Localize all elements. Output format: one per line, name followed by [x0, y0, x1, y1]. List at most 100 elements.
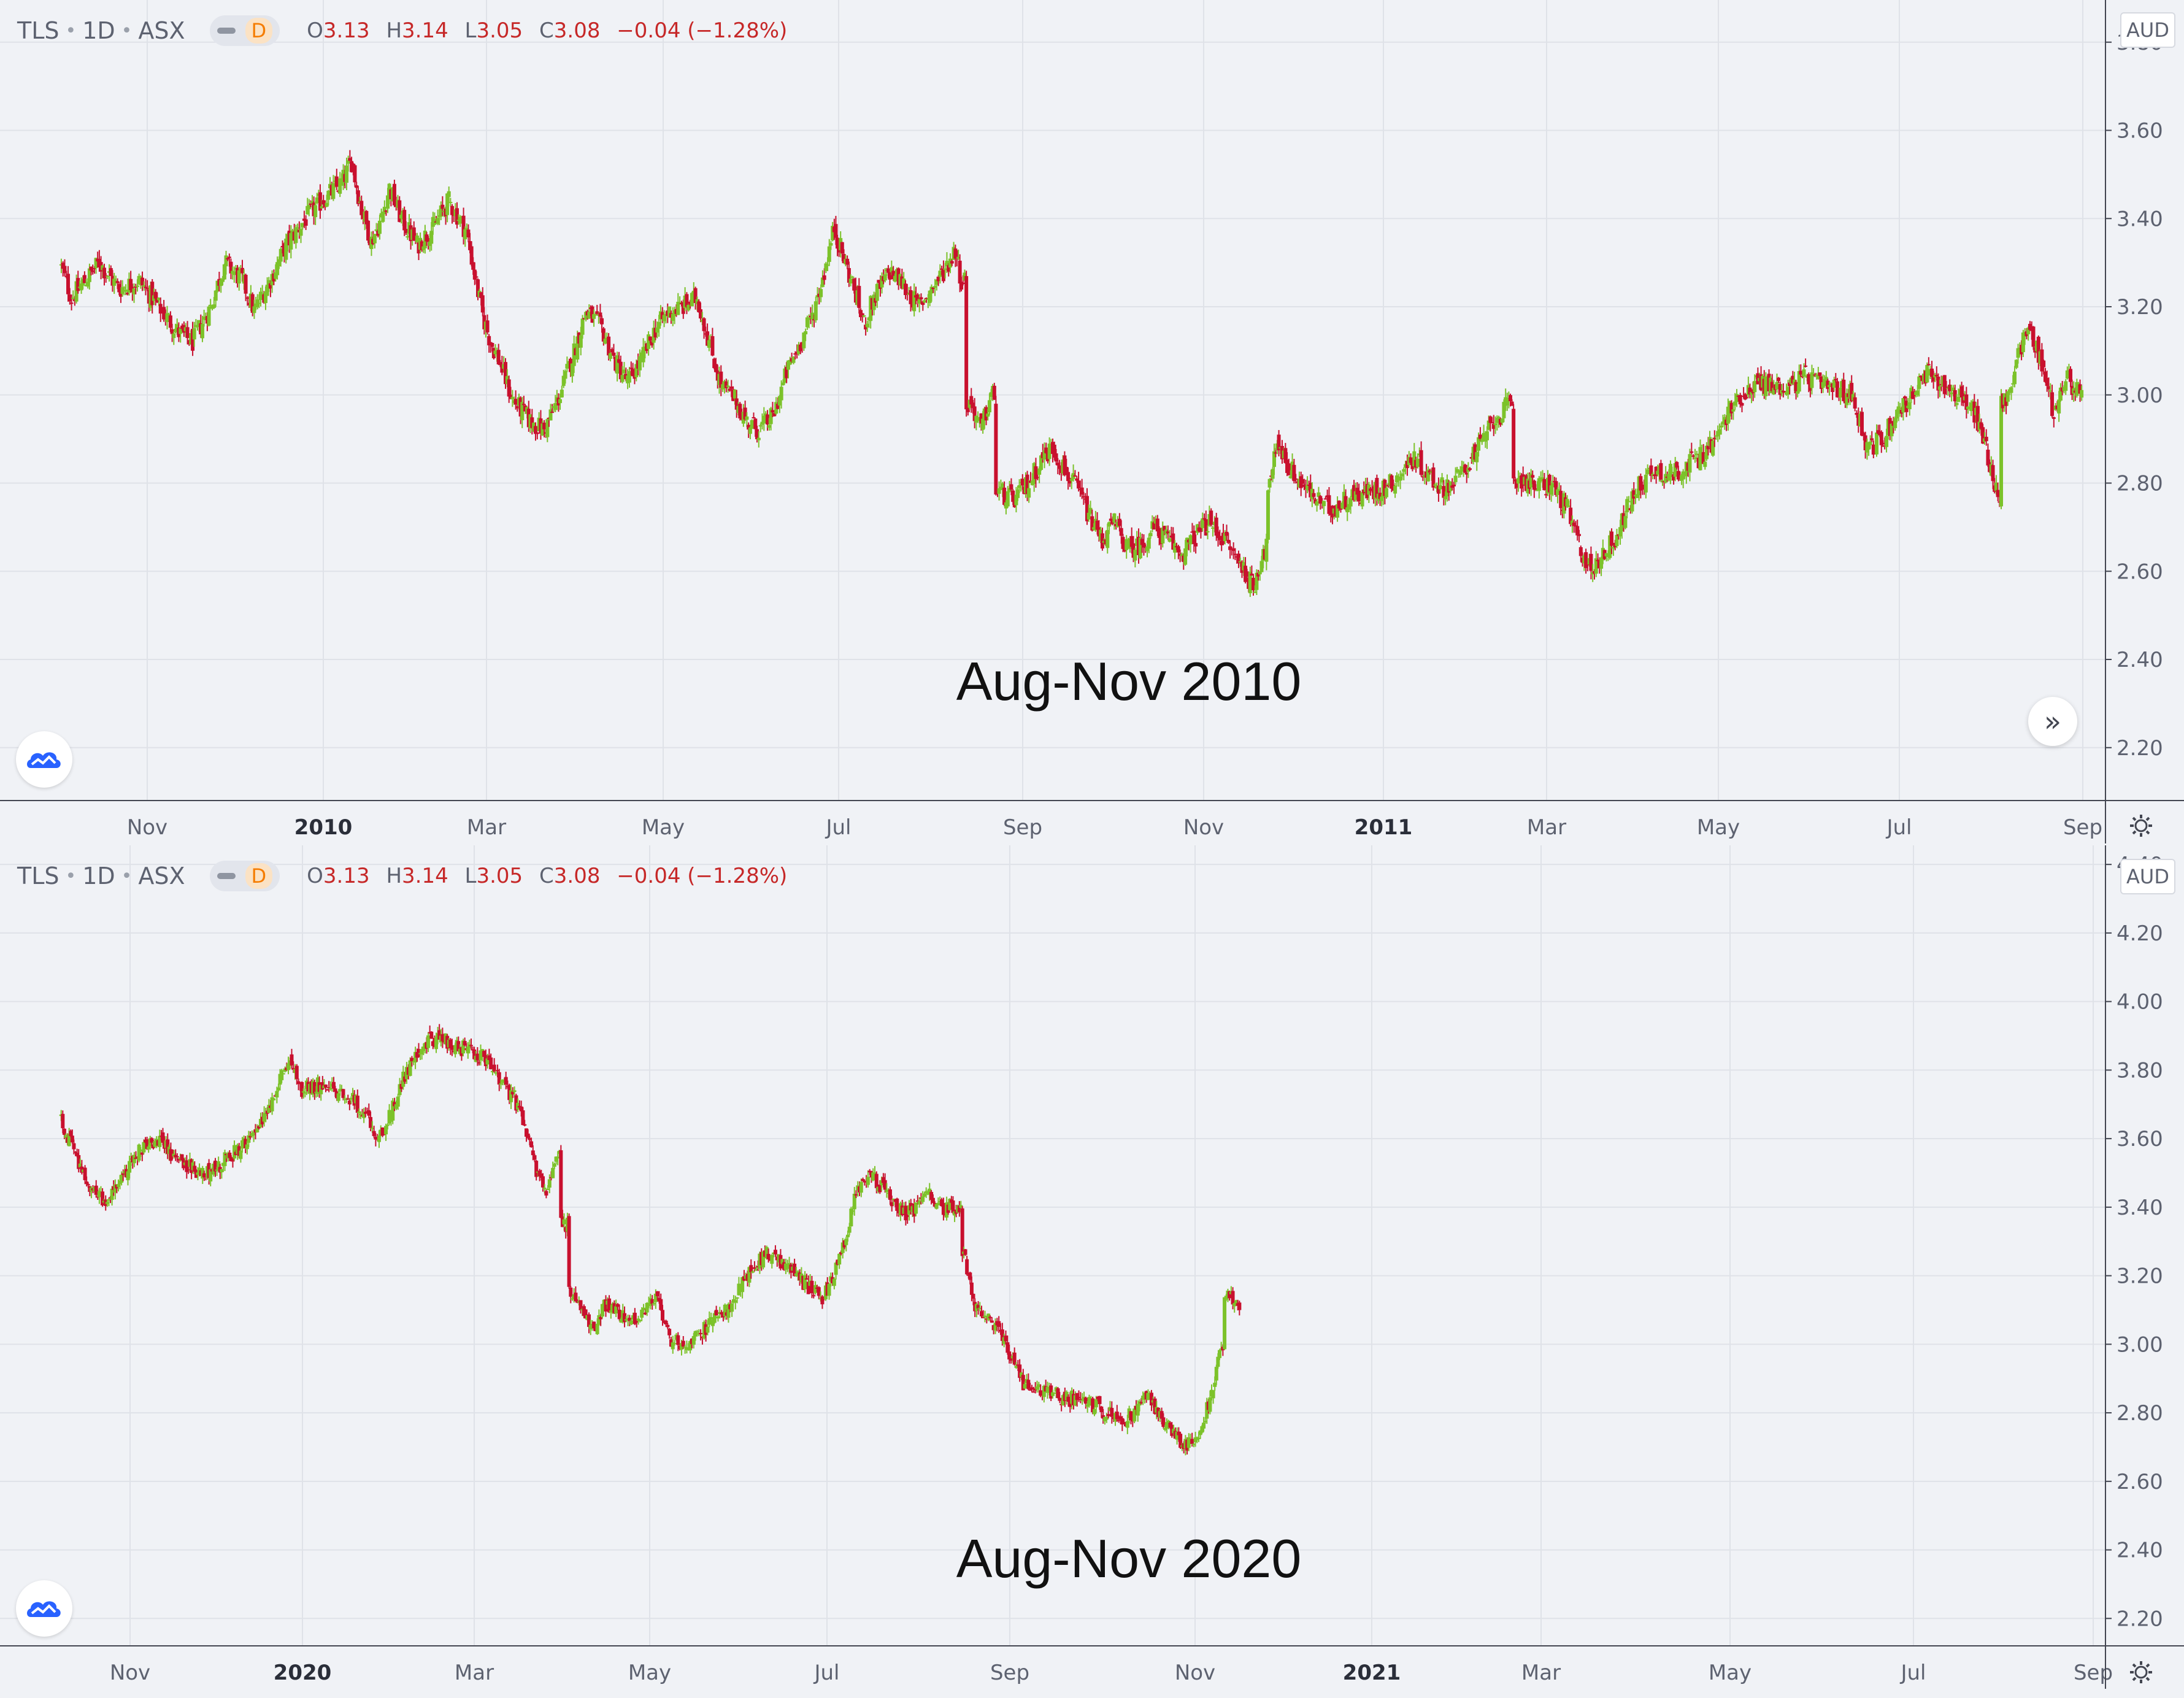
candle-body [1490, 422, 1494, 424]
candle-body [461, 215, 466, 237]
symbol-label[interactable]: TLS [17, 862, 60, 889]
candle-body [1500, 418, 1504, 423]
candle-body [61, 1113, 65, 1129]
candle-body [721, 384, 725, 390]
candle-body [1026, 1380, 1031, 1389]
candle-body [726, 1304, 731, 1318]
candle-body [1659, 463, 1663, 480]
candle-body [121, 1173, 125, 1175]
candle-body [1163, 526, 1167, 531]
candle-body [936, 277, 940, 282]
candle-body [600, 318, 604, 325]
candle-body [848, 279, 853, 284]
candle-body [301, 1091, 306, 1093]
candle-body [262, 1113, 266, 1122]
candle-body [338, 1088, 342, 1092]
x-tick-label: 2010 [294, 815, 353, 840]
minus-icon [217, 28, 236, 34]
candle-body [224, 255, 228, 267]
chart-panel-2010[interactable]: 2.202.402.602.803.003.203.403.603.80Nov2… [0, 0, 2184, 845]
candle-body [1245, 571, 1249, 577]
candle-body [185, 327, 190, 339]
chart-panel-2020[interactable]: 2.20 2.40 2.60 2.80 3.00 3.20 3.40 3.60 3.80 4.00… [0, 845, 2184, 1698]
candle-body [1575, 526, 1580, 536]
chart-settings-button[interactable] [2123, 1654, 2159, 1691]
candle-body [933, 286, 937, 288]
candle-body [515, 406, 520, 409]
candle-body [834, 1262, 838, 1275]
candle-body [917, 299, 921, 304]
tradingview-logo[interactable] [16, 1580, 72, 1637]
candle-body [1513, 479, 1517, 482]
candle-body [623, 1313, 627, 1323]
high-value: 3.14 [402, 864, 448, 888]
candle-body [64, 1135, 68, 1139]
candle-body [318, 192, 322, 211]
currency-tag[interactable]: AUD [2120, 12, 2175, 48]
change-value: −0.04 (−1.28%) [617, 18, 788, 43]
candle-body [1512, 409, 1516, 478]
candle-body [412, 227, 416, 241]
tradingview-logo[interactable] [16, 731, 72, 788]
high-label: H [386, 864, 402, 888]
candle-body [406, 236, 410, 238]
candle-body [609, 1310, 613, 1313]
candle-body [294, 1066, 299, 1079]
candle-body [1626, 501, 1631, 502]
candle-body [1121, 537, 1125, 549]
candle-body [1014, 1366, 1018, 1368]
open-value: 3.13 [323, 18, 370, 43]
interval-label[interactable]: 1D [82, 862, 115, 889]
candle-body [362, 1112, 366, 1118]
candle-body [497, 1072, 501, 1085]
currency-tag[interactable]: AUD [2120, 859, 2175, 894]
candle-body [859, 1182, 863, 1193]
chart-settings-button[interactable] [2123, 807, 2159, 844]
candle-body [255, 1128, 260, 1132]
candle-body [286, 1063, 291, 1070]
price-chart-2010[interactable]: 2.202.402.602.803.003.203.403.603.80Nov2… [0, 0, 2184, 845]
ohlc-readout: O3.13 H3.14 L3.05 C3.08 −0.04 (−1.28%) [307, 18, 797, 43]
candle-body [420, 1049, 424, 1055]
candle-body [662, 315, 666, 321]
scroll-to-realtime-button[interactable]: » [2028, 697, 2077, 746]
candle-body [1323, 498, 1328, 500]
candle-body [580, 318, 585, 335]
candle-body [1067, 478, 1072, 484]
candle-body [1117, 518, 1121, 526]
candle-body [1164, 1422, 1169, 1429]
candle-body [934, 1204, 939, 1209]
candle-body [102, 267, 106, 279]
tradingview-cloud-icon [27, 1601, 61, 1617]
candle-body [1510, 401, 1514, 406]
candle-body [1664, 474, 1668, 483]
candle-body [387, 1110, 391, 1124]
candle-body [1252, 577, 1256, 591]
symbol-label[interactable]: TLS [17, 17, 60, 44]
candle-body [2051, 417, 2056, 419]
candle-body [922, 1193, 926, 1197]
candle-body [1044, 447, 1048, 453]
candle-body [1205, 1402, 1209, 1419]
candle-body [929, 1192, 934, 1201]
interval-label[interactable]: 1D [82, 17, 115, 44]
candle-body [1194, 543, 1198, 547]
candle-body [1027, 488, 1031, 498]
candle-body [1393, 485, 1398, 494]
x-tick-label: Sep [2063, 815, 2102, 840]
candle-body [523, 1124, 527, 1126]
candle-body [530, 417, 534, 428]
visibility-toggle[interactable]: D [209, 15, 280, 46]
visibility-toggle[interactable]: D [209, 861, 280, 891]
candle-body [1149, 1393, 1153, 1406]
candle-body [1610, 531, 1614, 546]
candle-body [695, 1331, 699, 1333]
candle-body [162, 307, 166, 320]
candle-body [1159, 1411, 1164, 1419]
candle-body [384, 210, 388, 212]
price-chart-2020[interactable]: 2.20 2.40 2.60 2.80 3.00 3.20 3.40 3.60 3.80 4.00… [0, 845, 2184, 1698]
candle-body [209, 304, 213, 306]
candle-body [713, 364, 718, 372]
candle-body [847, 267, 851, 283]
candle-body [539, 1174, 544, 1178]
